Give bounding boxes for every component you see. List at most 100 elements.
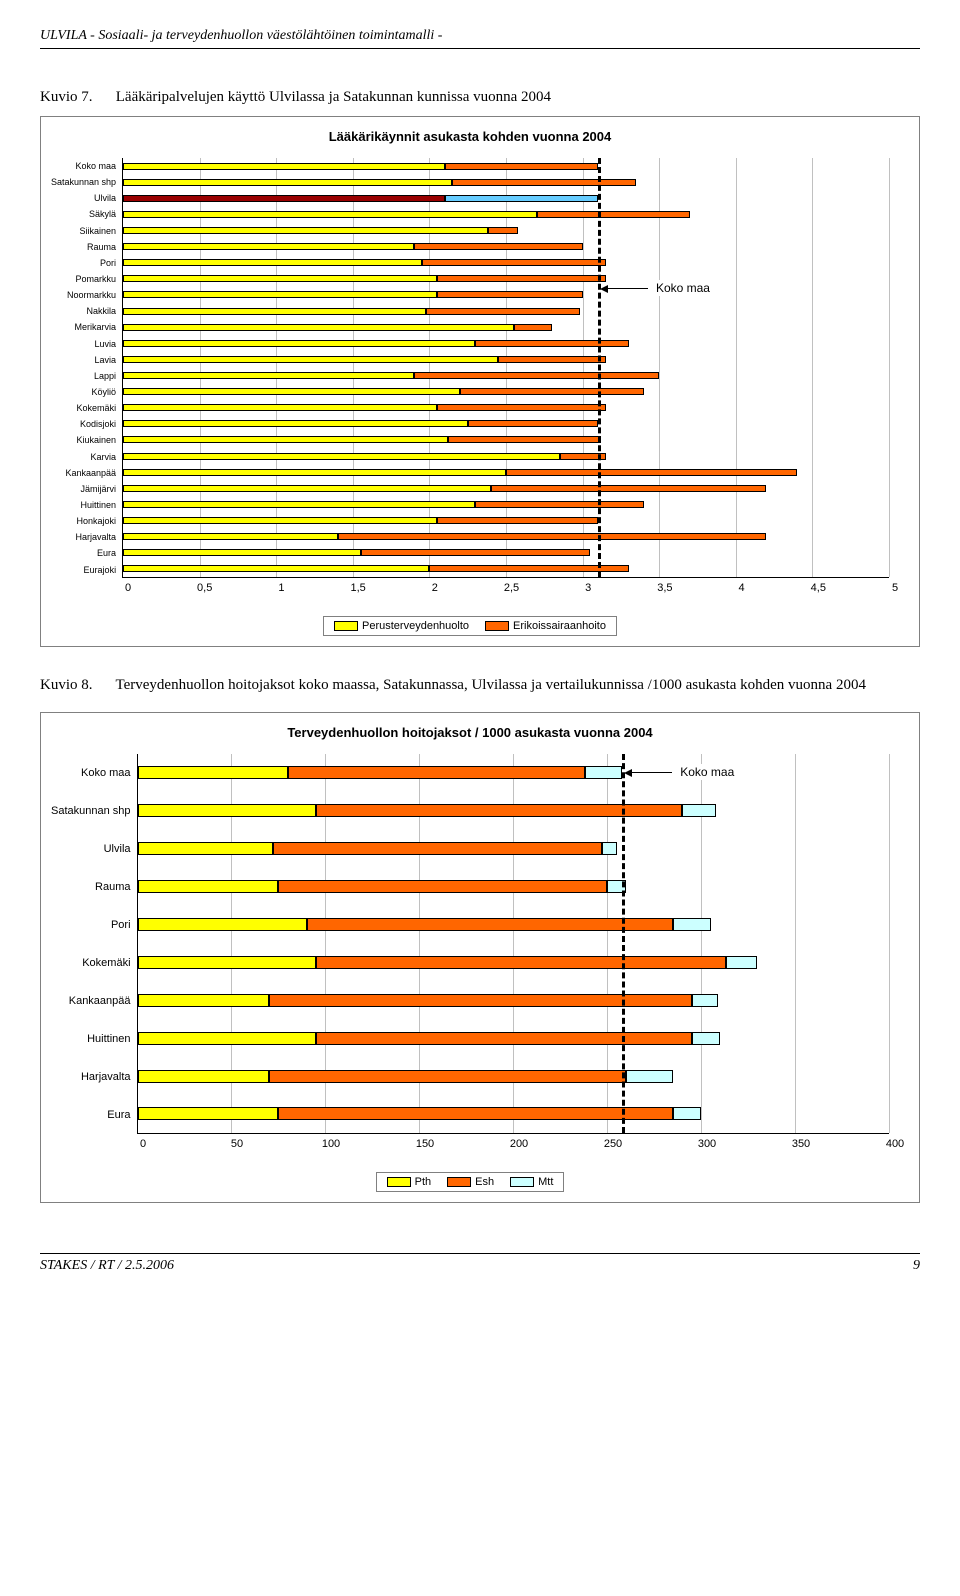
xtick-label: 3: [585, 582, 591, 594]
bar-segment: [278, 1107, 673, 1120]
bar-segment: [123, 275, 437, 282]
bar-segment: [273, 842, 602, 855]
bar-segment: [437, 275, 606, 282]
chart-row: [123, 448, 889, 464]
category-label: Luvia: [51, 339, 116, 349]
chart-row: [138, 1095, 889, 1133]
category-label: Pomarkku: [51, 274, 116, 284]
chart1-plot: Koko maa: [122, 158, 889, 578]
category-label: Harjavalta: [51, 532, 116, 542]
kuvio8-label: Kuvio 8.: [40, 677, 112, 694]
chart1-rows: [123, 158, 889, 577]
legend-swatch: [510, 1177, 534, 1187]
xtick-label: 250: [604, 1138, 622, 1150]
chart2-rows: [138, 754, 889, 1133]
chart2-ylabels: Koko maaSatakunnan shpUlvilaRaumaPoriKok…: [51, 754, 137, 1134]
annotation-text: Koko maa: [654, 280, 712, 296]
bar-segment: [514, 324, 552, 331]
chart-row: [123, 206, 889, 222]
bar-segment: [316, 956, 726, 969]
category-label: Koko maa: [51, 161, 116, 171]
bar-segment: [123, 420, 468, 427]
chart1-body: Koko maaSatakunnan shpUlvilaSäkyläSiikai…: [51, 158, 889, 578]
bar-segment: [123, 565, 429, 572]
chart-row: [138, 1019, 889, 1057]
category-label: Karvia: [51, 452, 116, 462]
category-label: Merikarvia: [51, 322, 116, 332]
chart-row: [123, 384, 889, 400]
chart-row: [123, 303, 889, 319]
bar-segment: [123, 501, 475, 508]
legend-item: Perusterveydenhuolto: [334, 620, 469, 632]
category-label: Honkajoki: [51, 516, 116, 526]
category-label: Koko maa: [51, 767, 131, 779]
document-header: ULVILA - Sosiaali- ja terveydenhuollon v…: [40, 28, 920, 49]
bar-segment: [123, 195, 445, 202]
bar-segment: [307, 918, 673, 931]
bar-segment: [437, 404, 606, 411]
xtick-label: 2: [432, 582, 438, 594]
reference-line: [598, 158, 601, 577]
chart-row: [123, 496, 889, 512]
bar-segment: [123, 453, 560, 460]
bar-segment: [269, 1070, 626, 1083]
bar-segment: [123, 324, 514, 331]
legend-label: Pth: [415, 1176, 432, 1188]
legend-label: Esh: [475, 1176, 494, 1188]
annotation: Koko maa: [608, 280, 712, 296]
bar-segment: [445, 195, 598, 202]
bar-segment: [506, 469, 797, 476]
legend-item: Erikoissairaanhoito: [485, 620, 606, 632]
xtick-label: 100: [322, 1138, 340, 1150]
bar-segment: [498, 356, 605, 363]
chart-row: [123, 255, 889, 271]
category-label: Harjavalta: [51, 1071, 131, 1083]
chart1-legend: Perusterveydenhuolto Erikoissairaanhoito: [51, 616, 889, 636]
bar-segment: [123, 485, 491, 492]
bar-segment: [138, 766, 288, 779]
bar-segment: [488, 227, 519, 234]
bar-segment: [138, 1070, 270, 1083]
bar-segment: [585, 766, 623, 779]
bar-segment: [138, 804, 316, 817]
category-label: Siikainen: [51, 226, 116, 236]
category-label: Noormarkku: [51, 290, 116, 300]
bar-segment: [316, 804, 682, 817]
legend-item: Pth: [387, 1176, 432, 1188]
xtick-label: 1: [278, 582, 284, 594]
xtick-label: 0: [125, 582, 131, 594]
bar-segment: [138, 994, 270, 1007]
xtick-label: 350: [792, 1138, 810, 1150]
xtick-label: 4,5: [811, 582, 826, 594]
legend-label: Perusterveydenhuolto: [362, 620, 469, 632]
bar-segment: [475, 501, 644, 508]
category-label: Ulvila: [51, 193, 116, 203]
bar-segment: [460, 388, 644, 395]
chart-row: [138, 906, 889, 944]
chart-row: [138, 830, 889, 868]
xtick-label: 2,5: [504, 582, 519, 594]
legend-item: Mtt: [510, 1176, 553, 1188]
xtick-label: 400: [886, 1138, 904, 1150]
bar-segment: [491, 485, 767, 492]
bar-segment: [138, 956, 316, 969]
gridline: [889, 754, 890, 1133]
bar-segment: [123, 227, 488, 234]
bar-segment: [123, 308, 426, 315]
xtick-label: 4: [739, 582, 745, 594]
kuvio8-text: Terveydenhuollon hoitojaksot koko maassa…: [115, 677, 865, 693]
legend-swatch: [447, 1177, 471, 1187]
bar-segment: [123, 372, 414, 379]
bar-segment: [123, 469, 506, 476]
chart1-ylabels: Koko maaSatakunnan shpUlvilaSäkyläSiikai…: [51, 158, 122, 578]
xtick-label: 200: [510, 1138, 528, 1150]
bar-segment: [361, 549, 591, 556]
bar-segment: [422, 259, 606, 266]
category-label: Lavia: [51, 355, 116, 365]
bar-segment: [123, 356, 498, 363]
chart-row: [123, 158, 889, 174]
category-label: Huittinen: [51, 1033, 131, 1045]
bar-segment: [448, 436, 601, 443]
category-label: Huittinen: [51, 500, 116, 510]
chart-row: [123, 545, 889, 561]
